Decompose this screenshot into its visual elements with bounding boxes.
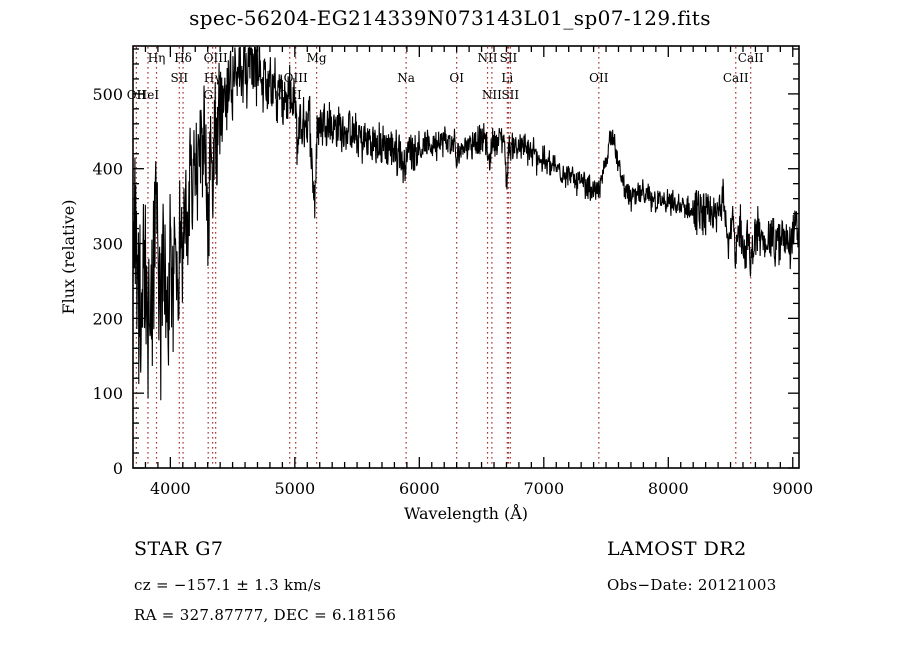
y-tick-labels: 0 100 200 300 400 500 [92,85,123,478]
y-tick-label: 0 [113,459,123,478]
line-label-oii: OII [589,71,609,85]
y-tick-label: 500 [92,85,123,104]
x-tick-label: 4000 [150,479,191,498]
line-label-na: Na [397,71,415,85]
line-label-g: G [203,88,213,102]
x-tick-labels: 4000 5000 6000 7000 8000 9000 [150,479,813,498]
line-label-hδ: Hδ [174,51,192,65]
x-tick-label: 8000 [648,479,689,498]
line-label-sii: SII [501,88,519,102]
spectrum-trace [132,46,800,401]
x-tick-label: 5000 [274,479,315,498]
spectral-line-markers [135,47,752,467]
line-label-caii: CaII [723,71,749,85]
obs-date-text: Obs−Date: 20121003 [607,576,777,594]
velocity-text: cz = −157.1 ± 1.3 km/s [134,576,321,594]
line-label-nii: NII [482,88,502,102]
x-tick-label: 6000 [399,479,440,498]
y-tick-label: 100 [92,384,123,403]
x-tick-label: 7000 [523,479,564,498]
line-label-oiii: OIII [204,51,228,65]
coordinates-text: RA = 327.87777, DEC = 6.18156 [134,606,396,624]
page-title: spec-56204-EG214339N073143L01_sp07-129.f… [189,6,711,30]
y-axis-label: Flux (relative) [59,200,78,315]
x-axis-label: Wavelength (Å) [404,503,528,523]
line-label-sii: SII [500,51,518,65]
line-label-mg: Mg [307,51,327,65]
line-label-oii: OII [127,88,147,102]
line-label-sii: SII [170,71,188,85]
y-tick-label: 300 [92,235,123,254]
line-label-nii: NII [478,51,498,65]
line-label-hγ: Hγ [204,71,222,85]
survey-text: LAMOST DR2 [607,538,747,560]
line-label-hη: Hη [148,51,166,65]
y-tick-label: 400 [92,160,123,179]
line-label-oiii: OIII [284,71,308,85]
line-label-caii: CaII [738,51,764,65]
y-tick-label: 200 [92,309,123,328]
line-label-hei: HeI [137,88,160,102]
x-tick-label: 9000 [772,479,813,498]
line-label-li: Li [501,71,513,85]
object-class-text: STAR G7 [134,538,223,560]
line-label-oi: OI [449,71,464,85]
line-label-oiii: OIII [278,88,302,102]
